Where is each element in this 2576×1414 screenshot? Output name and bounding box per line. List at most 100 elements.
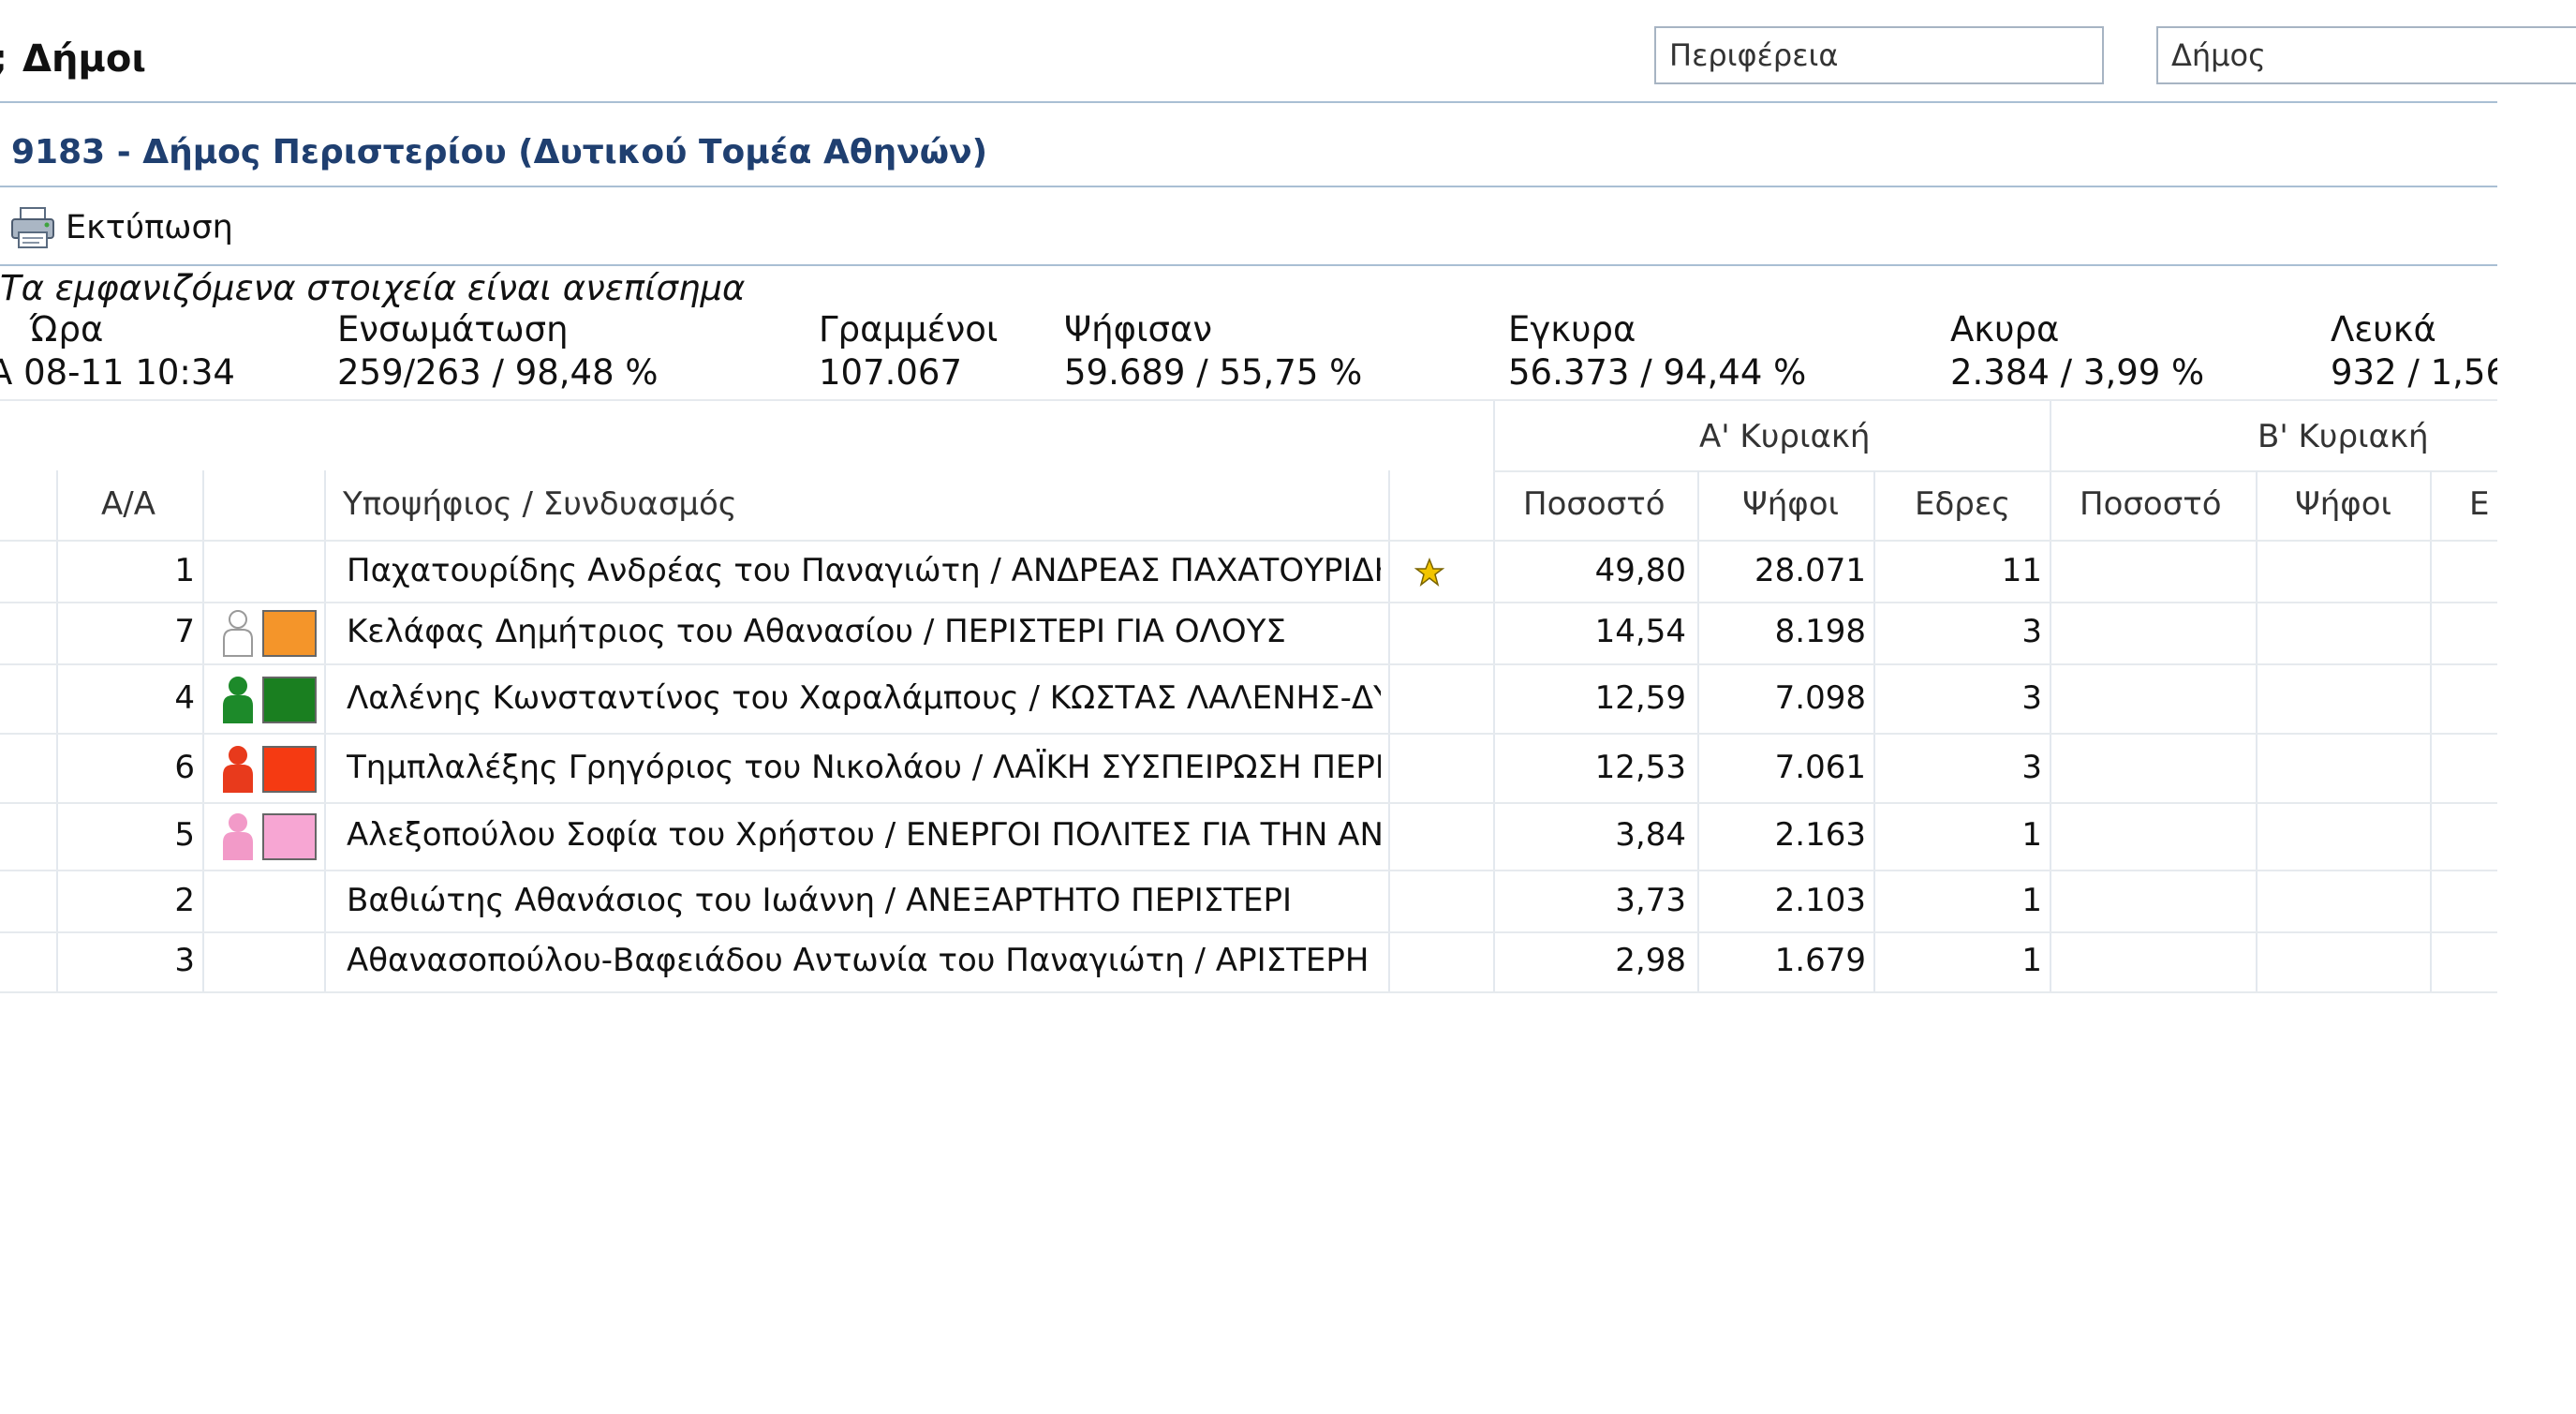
divider <box>0 264 2497 266</box>
row-divider <box>0 663 2497 665</box>
print-label: Εκτύπωση <box>66 209 233 246</box>
stat-voted-label: Ψήφισαν <box>1064 309 1213 350</box>
cell-votes-a: 8.198 <box>1774 613 1866 650</box>
page-title-prefix: ; <box>0 37 7 81</box>
stat-voted-value: 59.689 / 55,75 % <box>1064 352 1363 393</box>
col-header-votes-a[interactable]: Ψήφοι <box>1742 485 1840 523</box>
col-header-aa[interactable]: Α/Α <box>101 485 155 523</box>
col-header-seats-a[interactable]: Εδρες <box>1915 485 2011 523</box>
divider <box>0 101 2497 103</box>
cell-votes-a: 7.061 <box>1774 749 1866 786</box>
unofficial-note: Τα εμφανιζόμενα στοιχεία είναι ανεπίσημα <box>0 268 746 308</box>
col-divider <box>1388 470 1390 991</box>
region-select[interactable]: Περιφέρεια <box>1654 26 2104 84</box>
cell-aa: 5 <box>174 816 195 854</box>
person-icon <box>221 745 255 794</box>
row-divider <box>0 931 2497 933</box>
star-icon <box>1414 557 1445 588</box>
group-header-underline <box>1493 470 2497 472</box>
person-icon <box>221 609 255 658</box>
party-color-swatch <box>262 677 317 723</box>
cell-votes-a: 2.163 <box>1774 816 1866 854</box>
cell-seats-a: 3 <box>2021 679 2042 717</box>
cell-pct-a: 2,98 <box>1615 942 1686 979</box>
stat-time-label: Ώρα <box>30 309 104 350</box>
page-title: Δήμοι <box>22 37 146 81</box>
stat-integration-label: Ενσωμάτωση <box>337 309 569 350</box>
cell-candidate[interactable]: Αλεξοπούλου Σοφία του Χρήστου / ΕΝΕΡΓΟΙ … <box>347 816 1381 854</box>
cell-seats-a: 1 <box>2021 816 2042 854</box>
stat-valid-label: Εγκυρα <box>1508 309 1636 350</box>
cell-aa: 1 <box>174 552 195 589</box>
cell-votes-a: 7.098 <box>1774 679 1866 717</box>
municipality-select-label: Δήμος <box>2171 37 2266 73</box>
cell-aa: 7 <box>174 613 195 650</box>
cell-candidate[interactable]: Βαθιώτης Αθανάσιος του Ιωάννη / ΑΝΕΞΑΡΤΗ… <box>347 882 1292 919</box>
party-color-swatch <box>262 813 317 860</box>
row-divider <box>0 733 2497 735</box>
table-row[interactable]: 1 Παχατουρίδης Ανδρέας του Παναγιώτη / ΑΝ… <box>0 543 2497 602</box>
table-row[interactable]: 3 Αθανασοπούλου-Βαφειάδου Αντωνία του Παν… <box>0 933 2497 991</box>
cell-candidate[interactable]: Αθανασοπούλου-Βαφειάδου Αντωνία του Πανα… <box>347 942 1381 979</box>
col-divider <box>2430 470 2432 991</box>
cell-candidate[interactable]: Κελάφας Δημήτριος του Αθανασίου / ΠΕΡΙΣΤ… <box>347 613 1286 650</box>
col-divider <box>56 470 58 991</box>
col-header-candidate[interactable]: Υποψήφιος / Συνδυασμός <box>343 485 737 523</box>
stat-time-value: Α 08-11 10:34 <box>0 352 235 393</box>
col-divider <box>1873 470 1875 991</box>
stat-registered-label: Γραμμένοι <box>819 309 999 350</box>
party-color-swatch <box>262 610 317 657</box>
col-divider <box>2050 401 2051 991</box>
cell-aa: 6 <box>174 749 195 786</box>
municipality-heading: 9183 - Δήμος Περιστερίου (Δυτικού Τομέα … <box>11 133 988 171</box>
row-divider <box>0 802 2497 804</box>
cell-seats-a: 1 <box>2021 882 2042 919</box>
col-divider <box>2256 470 2258 991</box>
municipality-select[interactable]: Δήμος <box>2156 26 2576 84</box>
cell-candidate[interactable]: Παχατουρίδης Ανδρέας του Παναγιώτη / ΑΝΔ… <box>347 552 1381 589</box>
table-row[interactable]: 7 Κελάφας Δημήτριος του Αθανασίου / ΠΕΡΙΣ… <box>0 603 2497 663</box>
stat-integration-value: 259/263 / 98,48 % <box>337 352 659 393</box>
col-header-seats-b[interactable]: Ε <box>2469 485 2490 523</box>
table-row[interactable]: 2 Βαθιώτης Αθανάσιος του Ιωάννη / ΑΝΕΞΑΡΤ… <box>0 873 2497 931</box>
cell-candidate[interactable]: Τημπλαλέξης Γρηγόριος του Νικολάου / ΛΑΪ… <box>347 749 1381 786</box>
table-row[interactable]: 4 Λαλένης Κωνσταντίνος του Χαραλάμπους / … <box>0 667 2497 733</box>
col-divider <box>324 470 326 991</box>
row-divider <box>0 870 2497 871</box>
header-bottom-border <box>0 540 2497 542</box>
col-header-votes-b[interactable]: Ψήφοι <box>2295 485 2392 523</box>
table-row[interactable]: 6 Τημπλαλέξης Γρηγόριος του Νικολάου / ΛΑ… <box>0 737 2497 802</box>
stat-blank-value: 932 / 1,56 <box>2331 352 2497 393</box>
row-divider <box>0 602 2497 603</box>
table-row[interactable]: 5 Αλεξοπούλου Σοφία του Χρήστου / ΕΝΕΡΓΟΙ… <box>0 804 2497 870</box>
cell-candidate[interactable]: Λαλένης Κωνσταντίνος του Χαραλάμπους / Κ… <box>347 679 1381 717</box>
col-header-pct-a[interactable]: Ποσοστό <box>1523 485 1666 523</box>
cell-seats-a: 3 <box>2021 749 2042 786</box>
results-table: Α' Κυριακή Β' Κυριακή Α/Α Υποψήφιος / Συ… <box>0 399 2497 993</box>
cell-seats-a: 3 <box>2021 613 2042 650</box>
cell-seats-a: 1 <box>2021 942 2042 979</box>
col-header-pct-b[interactable]: Ποσοστό <box>2080 485 2222 523</box>
party-color-swatch <box>262 746 317 793</box>
group-header-first-sunday: Α' Κυριακή <box>1699 418 1871 455</box>
stat-valid-value: 56.373 / 94,44 % <box>1508 352 1807 393</box>
cell-pct-a: 3,84 <box>1615 816 1686 854</box>
region-select-label: Περιφέρεια <box>1669 37 1839 73</box>
col-divider <box>202 470 204 991</box>
col-divider <box>1697 470 1699 991</box>
group-header-second-sunday: Β' Κυριακή <box>2258 418 2429 455</box>
stat-invalid-label: Ακυρα <box>1950 309 2060 350</box>
person-icon <box>221 812 255 861</box>
stat-registered-value: 107.067 <box>819 352 963 393</box>
cell-votes-a: 1.679 <box>1774 942 1866 979</box>
cell-pct-a: 3,73 <box>1615 882 1686 919</box>
table-top-border <box>0 399 2497 401</box>
stat-blank-label: Λευκά <box>2331 309 2436 350</box>
cell-aa: 2 <box>174 882 195 919</box>
cell-pct-a: 12,53 <box>1594 749 1686 786</box>
cell-aa: 4 <box>174 679 195 717</box>
cell-pct-a: 14,54 <box>1594 613 1686 650</box>
print-button[interactable]: Εκτύπωση <box>9 204 233 251</box>
divider <box>0 186 2497 187</box>
printer-icon <box>9 206 56 249</box>
